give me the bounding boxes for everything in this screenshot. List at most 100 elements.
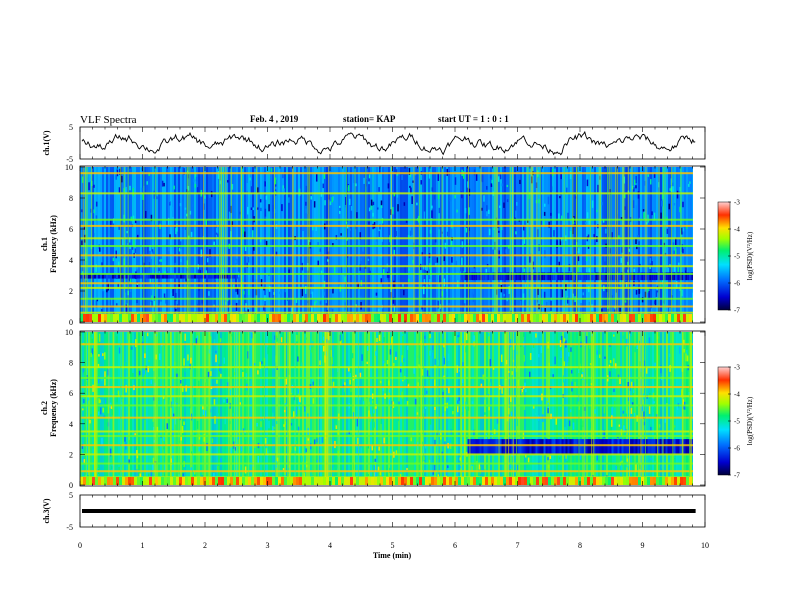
spectrogram-dark-cell [633,272,636,281]
spectrogram-dark-cell [501,439,504,455]
spectrogram-cell [227,382,229,389]
spectrogram-cell [627,381,630,388]
x-tick-label: 1 [141,541,145,550]
spectrogram-lowfreq-cell [503,314,506,322]
spectrogram-cell [332,381,335,387]
spectrogram-cell [360,257,362,262]
spectrogram-lowfreq-cell [128,477,131,485]
spectrogram-cell [672,242,675,247]
spectrogram-spike [153,332,155,485]
spectrogram-dark-cell [196,273,198,279]
spectrogram-column [374,167,376,322]
spectrogram-dark-cell [96,273,98,279]
spectrogram-lowfreq-cell [278,477,281,485]
spectrogram-cell [163,365,166,373]
spectrogram-cell [643,411,645,419]
spectrogram-lowfreq-cell [485,477,488,485]
spectrogram-cell [81,444,84,449]
spectrogram-cell [335,424,338,430]
spectrogram-cell [590,341,592,345]
x-tick-label: 6 [453,541,457,550]
spectrogram-column [316,167,318,322]
spectrogram-column [476,332,478,485]
spectrogram-cell [561,240,563,246]
spectrogram-cell [673,425,676,428]
spectrogram-cell [506,298,508,302]
spectrogram-cell [170,458,172,466]
spectrogram-cell [393,193,396,197]
spectrogram-dark-cell [116,273,118,279]
spectrogram-lowfreq-cell [272,314,275,322]
spectrogram-cell [443,343,445,348]
spectrogram-cell [95,215,98,222]
spectrogram-lowfreq-cell [560,477,563,485]
spectrogram-cell [222,269,224,275]
spectrogram-column [550,167,552,322]
spectrogram-lowfreq-cell [116,477,119,485]
spectrogram-cell [242,228,245,234]
y-tick-label: 2 [69,450,73,459]
spectrogram-spike [512,332,514,485]
spectrogram-spike [505,332,507,485]
spectrogram-lowfreq-cell [233,477,236,485]
spectrogram-column [686,167,688,322]
spectrogram-lowfreq-cell [503,477,506,485]
spectrogram-column [254,167,256,322]
spectrogram-column [624,167,626,322]
spectrogram-lowfreq-cell [254,314,257,322]
spectrogram-lowfreq-cell [350,477,353,485]
spectrogram-column [628,167,630,322]
spectrogram-spike [123,167,125,322]
spectrogram-lowfreq-cell [290,477,293,485]
spectrogram-column [226,167,228,322]
spectrogram-cell [572,422,575,430]
spectrogram-dark-cell [557,439,560,455]
spectrogram-cell [674,248,677,255]
spectrogram-lowfreq-cell [530,477,533,485]
spectrogram-cell [115,303,118,306]
spectrogram-lowfreq-cell [185,477,188,485]
y-tick-label: 0 [69,481,73,490]
spectrogram-cell [132,215,135,222]
spectrogram-cell [550,413,552,420]
spectrogram-lowfreq-cell [491,314,494,322]
spectrogram-cell [300,362,303,370]
spectrogram-cell [98,398,100,404]
spectrogram-cell [184,333,186,341]
spectrogram-cell [95,201,98,207]
spectrogram-cell [312,284,314,287]
spectrogram-cell [176,455,179,463]
spectrogram-cell [449,195,452,202]
spectrogram-cell [344,382,346,386]
spectrogram-band [80,416,693,419]
spectrogram-lowfreq-cell [398,314,401,322]
spectrogram-lowfreq-cell [584,314,587,322]
spectrogram-dark-cell [643,439,646,455]
spectrogram-column [148,332,150,485]
spectrogram-lowfreq-cell [647,314,650,322]
spectrogram-dark-cell [543,272,546,281]
spectrogram-cell [317,260,320,266]
ch2-colorbar-label: log(PSD)(V²/Hz) [746,396,754,445]
spectrogram-cell [582,432,585,435]
spectrogram-cell [269,344,272,347]
spectrogram-lowfreq-cell [404,314,407,322]
spectrogram-column [152,332,154,485]
spectrogram-cell [633,268,636,274]
spectrogram-column [496,332,498,485]
spectrogram-lowfreq-cell [188,314,191,322]
spectrogram-lowfreq-cell [101,314,104,322]
spectrogram-lowfreq-cell [650,314,653,322]
spectrogram-column [406,167,408,322]
spectrogram-cell [172,429,174,438]
spectrogram-spike [690,332,692,485]
spectrogram-cell [312,381,314,386]
spectrogram-lowfreq-cell [137,314,140,322]
spectrogram-cell [172,289,174,296]
spectrogram-cell [81,240,83,246]
spectrogram-cell [101,309,103,312]
spectrogram-dark-cell [641,439,644,455]
spectrogram-cell [569,230,572,239]
spectrogram-dark-cell [521,272,524,281]
spectrogram-lowfreq-cell [368,314,371,322]
